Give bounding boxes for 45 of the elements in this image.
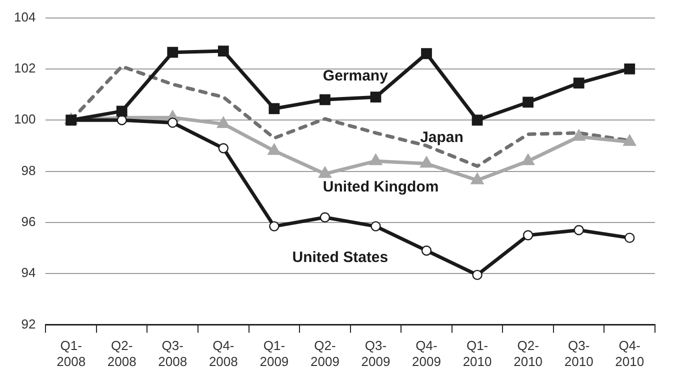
x-tick-label: Q3-2010 <box>564 338 594 369</box>
y-tick-label: 94 <box>21 265 36 280</box>
y-tick-label: 96 <box>21 214 36 230</box>
point <box>370 221 381 232</box>
series-label: United Kingdom <box>322 178 439 196</box>
series-label: United States <box>292 249 388 266</box>
x-tick-label: Q3-2008 <box>158 338 188 369</box>
point <box>168 118 178 128</box>
x-tick-label: Q2-2010 <box>514 338 543 369</box>
point <box>167 46 178 58</box>
x-tick-label: Q1-2010 <box>462 338 492 369</box>
x-tick-label: Q1-2009 <box>260 338 289 369</box>
y-tick-label: 100 <box>14 112 36 127</box>
x-tick-label: Q2-2009 <box>310 338 340 369</box>
y-tick-label: 102 <box>14 60 36 76</box>
x-tick-label: Q4-2009 <box>412 338 441 369</box>
series-label: Germany <box>322 67 389 84</box>
point <box>421 48 432 60</box>
point <box>268 103 280 114</box>
point <box>472 114 483 126</box>
point <box>320 94 330 106</box>
x-tick-label: Q2-2008 <box>107 338 136 369</box>
point <box>218 46 229 57</box>
point <box>472 270 482 280</box>
point <box>218 143 229 154</box>
point <box>624 232 635 243</box>
x-tick-label: Q3-2009 <box>361 338 390 369</box>
x-tick-label: Q4-2010 <box>615 338 644 369</box>
y-tick-label: 104 <box>14 9 36 24</box>
point <box>624 64 636 74</box>
x-tick-label: Q4-2008 <box>208 338 238 369</box>
point <box>522 230 534 240</box>
series-label: Japan <box>420 128 464 146</box>
y-tick-label: 92 <box>21 316 36 332</box>
point <box>573 78 584 88</box>
point <box>320 212 330 222</box>
point <box>370 92 382 103</box>
point <box>421 246 432 256</box>
point <box>269 221 280 232</box>
point <box>574 225 584 236</box>
x-tick-label: Q1-2008 <box>56 338 86 369</box>
y-tick-label: 98 <box>21 162 36 178</box>
point <box>116 115 127 126</box>
point <box>116 106 128 117</box>
point <box>522 96 534 108</box>
